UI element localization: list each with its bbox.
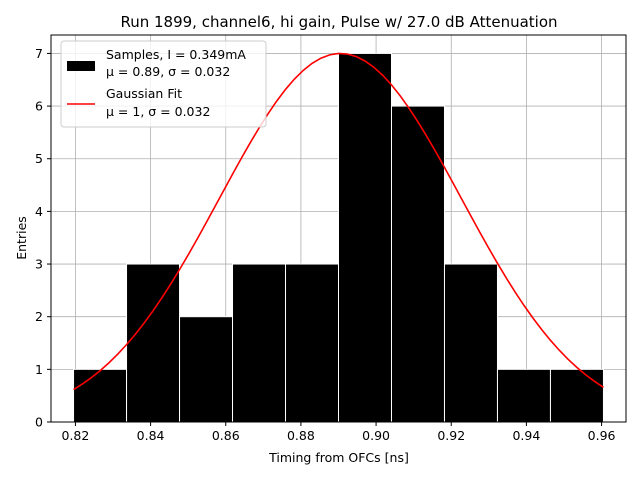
legend-box [60,40,267,128]
histogram-bar [179,316,234,423]
y-tick-label: 4 [35,204,43,219]
x-tick-label: 0.84 [137,428,165,443]
y-tick-label: 2 [35,309,43,324]
y-tick-label: 7 [35,46,43,61]
legend: Samples, I = 0.349mA μ = 0.89, σ = 0.032… [60,40,267,128]
y-tick-label: 0 [35,415,43,430]
x-tick-label: 0.88 [287,428,315,443]
legend-swatch-samples [67,61,95,71]
histogram-bars [73,52,604,423]
plot-frame [50,34,627,423]
x-tick-label: 0.92 [437,428,465,443]
histogram-bar [338,52,392,423]
ticks: 0.82 0.84 0.86 0.88 0.90 0.92 0.94 0.96 0 1 2 3 4 5 6 7 [35,46,615,443]
legend-label-fit-line1: Gaussian Fit [106,86,182,101]
gaussian-fit-line [73,52,604,391]
legend-label-samples-line1: Samples, I = 0.349mA [106,47,246,62]
histogram-bar [496,368,551,423]
histogram-bar [73,368,128,423]
chart-title: Run 1899, channel6, hi gain, Pulse w/ 27… [120,13,557,31]
x-tick-label: 0.96 [588,428,616,443]
y-tick-label: 6 [35,99,43,114]
legend-label-samples-line2: μ = 0.89, σ = 0.032 [106,64,230,79]
legend-label-fit-line2: μ = 1, σ = 0.032 [106,104,210,119]
x-axis-label: Timing from OFCs [ns] [268,450,409,465]
x-tick-label: 0.90 [362,428,390,443]
y-tick-label: 5 [35,151,43,166]
x-tick-label: 0.86 [212,428,240,443]
x-tick-label: 0.82 [62,428,90,443]
y-tick-label: 1 [35,362,43,377]
histogram-bar [549,368,604,423]
x-tick-label: 0.94 [512,428,540,443]
y-axis-label: Entries [14,216,29,260]
axes [50,34,627,423]
y-tick-label: 3 [35,257,43,272]
histogram-bar [390,105,445,423]
histogram-bar [443,263,498,423]
histogram-bar [285,263,339,423]
histogram-bar [232,263,287,423]
gaussian-fit [73,52,604,391]
histogram-bar [126,263,181,423]
